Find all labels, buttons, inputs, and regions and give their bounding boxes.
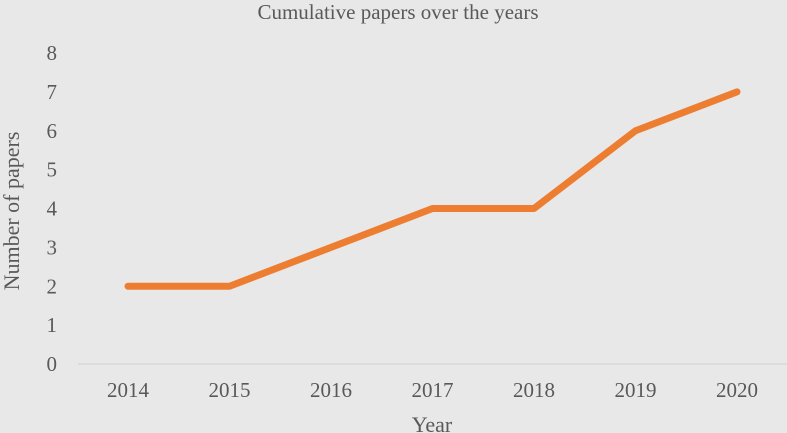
data-point	[432, 208, 433, 209]
series-layer	[124, 88, 741, 290]
x-tick-label: 2016	[310, 378, 352, 402]
y-axis-ticks: 0 1 2 3 4 5 6 7 8	[47, 41, 58, 376]
y-axis-title: Number of papers	[0, 132, 24, 291]
y-tick-label: 7	[47, 80, 58, 104]
data-point	[229, 285, 230, 287]
y-tick-label: 8	[47, 41, 58, 65]
data-point	[330, 246, 332, 248]
data-point	[635, 130, 636, 132]
y-tick-label: 0	[47, 352, 58, 376]
x-tick-label: 2020	[716, 378, 758, 402]
y-tick-label: 6	[47, 119, 58, 143]
x-axis-ticks: 2014 2015 2016 2017 2018 2019 2020	[107, 378, 758, 402]
data-point	[127, 285, 129, 287]
x-tick-label: 2014	[107, 378, 150, 402]
x-tick-label: 2017	[412, 378, 454, 402]
y-tick-label: 2	[47, 274, 58, 298]
chart-title: Cumulative papers over the years	[257, 0, 538, 24]
x-tick-label: 2019	[615, 378, 657, 402]
x-tick-label: 2015	[209, 378, 251, 402]
y-tick-label: 4	[47, 197, 58, 221]
data-point	[533, 208, 535, 209]
x-axis-title: Year	[412, 412, 453, 433]
x-tick-label: 2018	[513, 378, 555, 402]
y-tick-label: 1	[47, 313, 58, 337]
data-point	[736, 91, 738, 93]
series-line	[124, 88, 741, 290]
y-tick-label: 5	[47, 158, 58, 182]
y-tick-label: 3	[47, 235, 58, 259]
